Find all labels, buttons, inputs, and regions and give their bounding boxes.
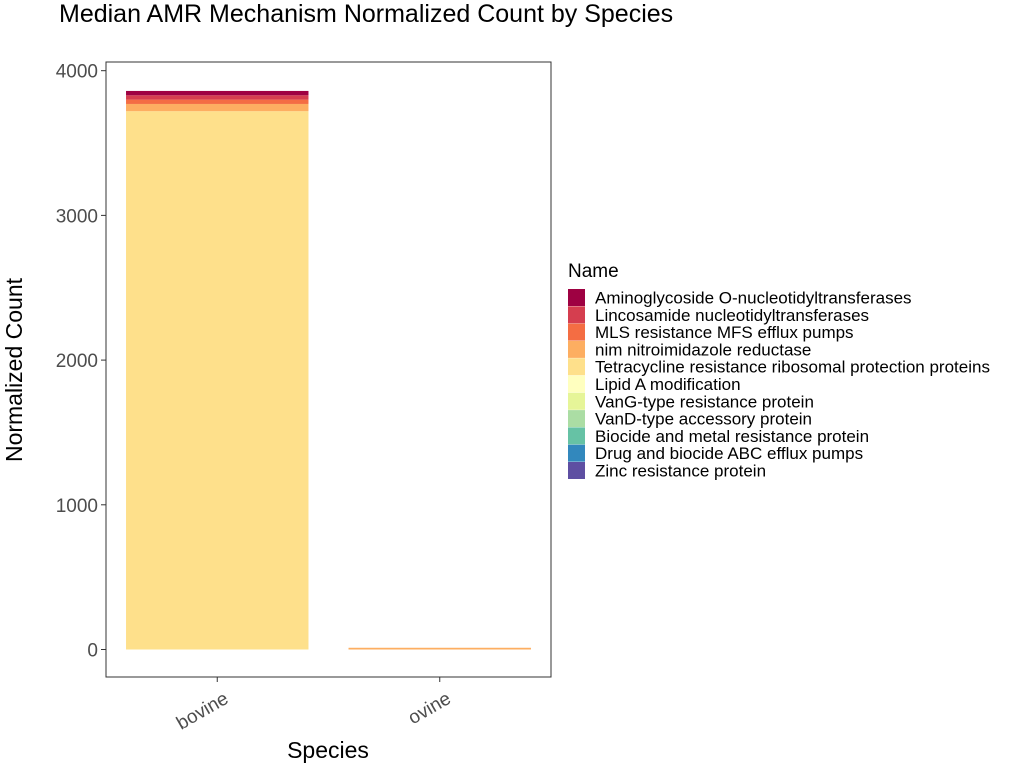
legend-key [568, 323, 585, 341]
legend-label: Aminoglycoside O-nucleotidyltransferases [595, 289, 912, 308]
y-axis-title: Normalized Count [1, 277, 27, 462]
y-tick-label: 0 [87, 641, 98, 662]
chart-title: Median AMR Mechanism Normalized Count by… [59, 0, 673, 28]
x-axis-title: Species [287, 737, 369, 763]
bars-layer [126, 90, 531, 650]
legend-key [568, 427, 585, 445]
legend-key [568, 340, 585, 358]
bar-segment-ovine [348, 647, 531, 650]
legend-label: Zinc resistance protein [595, 462, 766, 481]
legend: Aminoglycoside O-nucleotidyltransferases… [568, 289, 990, 481]
bar-segment-bovine [126, 90, 309, 96]
legend-key [568, 375, 585, 393]
legend-label: Lincosamide nucleotidyltransferases [595, 306, 869, 325]
legend-label: Lipid A modification [595, 375, 741, 394]
y-tick-label: 1000 [56, 496, 98, 517]
legend-key [568, 444, 585, 462]
bar-segment-bovine [126, 103, 309, 112]
y-tick-label: 4000 [56, 62, 98, 83]
y-tick-label: 2000 [56, 351, 98, 372]
legend-key [568, 306, 585, 324]
bar-segment-bovine [126, 111, 309, 650]
x-tick-label-ovine: ovine [405, 688, 455, 729]
legend-label: Drug and biocide ABC efflux pumps [595, 444, 863, 463]
legend-key [568, 392, 585, 410]
legend-label: MLS resistance MFS efflux pumps [595, 323, 854, 342]
x-tick-label-bovine: bovine [173, 688, 232, 734]
bar-segment-bovine [126, 99, 309, 104]
legend-label: Biocide and metal resistance protein [595, 427, 869, 446]
legend-title: Name [568, 261, 619, 282]
y-axis: 0 1000 2000 3000 4000 [56, 62, 106, 662]
legend-key [568, 289, 585, 306]
legend-label: nim nitroimidazole reductase [595, 340, 811, 359]
bar-segment-bovine [126, 95, 309, 100]
y-tick-label: 3000 [56, 206, 98, 227]
legend-key [568, 358, 585, 376]
legend-key [568, 462, 585, 479]
legend-label: VanD-type accessory protein [595, 410, 812, 429]
x-axis: bovine ovine [173, 677, 455, 734]
legend-label: Tetracycline resistance ribosomal protec… [595, 358, 990, 377]
plot-panel-border [105, 61, 552, 678]
legend-key [568, 410, 585, 428]
legend-label: VanG-type resistance protein [595, 392, 814, 411]
